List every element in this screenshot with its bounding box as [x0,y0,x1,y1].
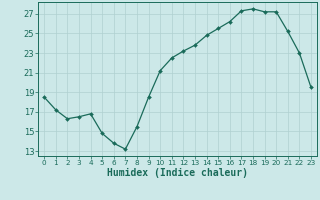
X-axis label: Humidex (Indice chaleur): Humidex (Indice chaleur) [107,168,248,178]
